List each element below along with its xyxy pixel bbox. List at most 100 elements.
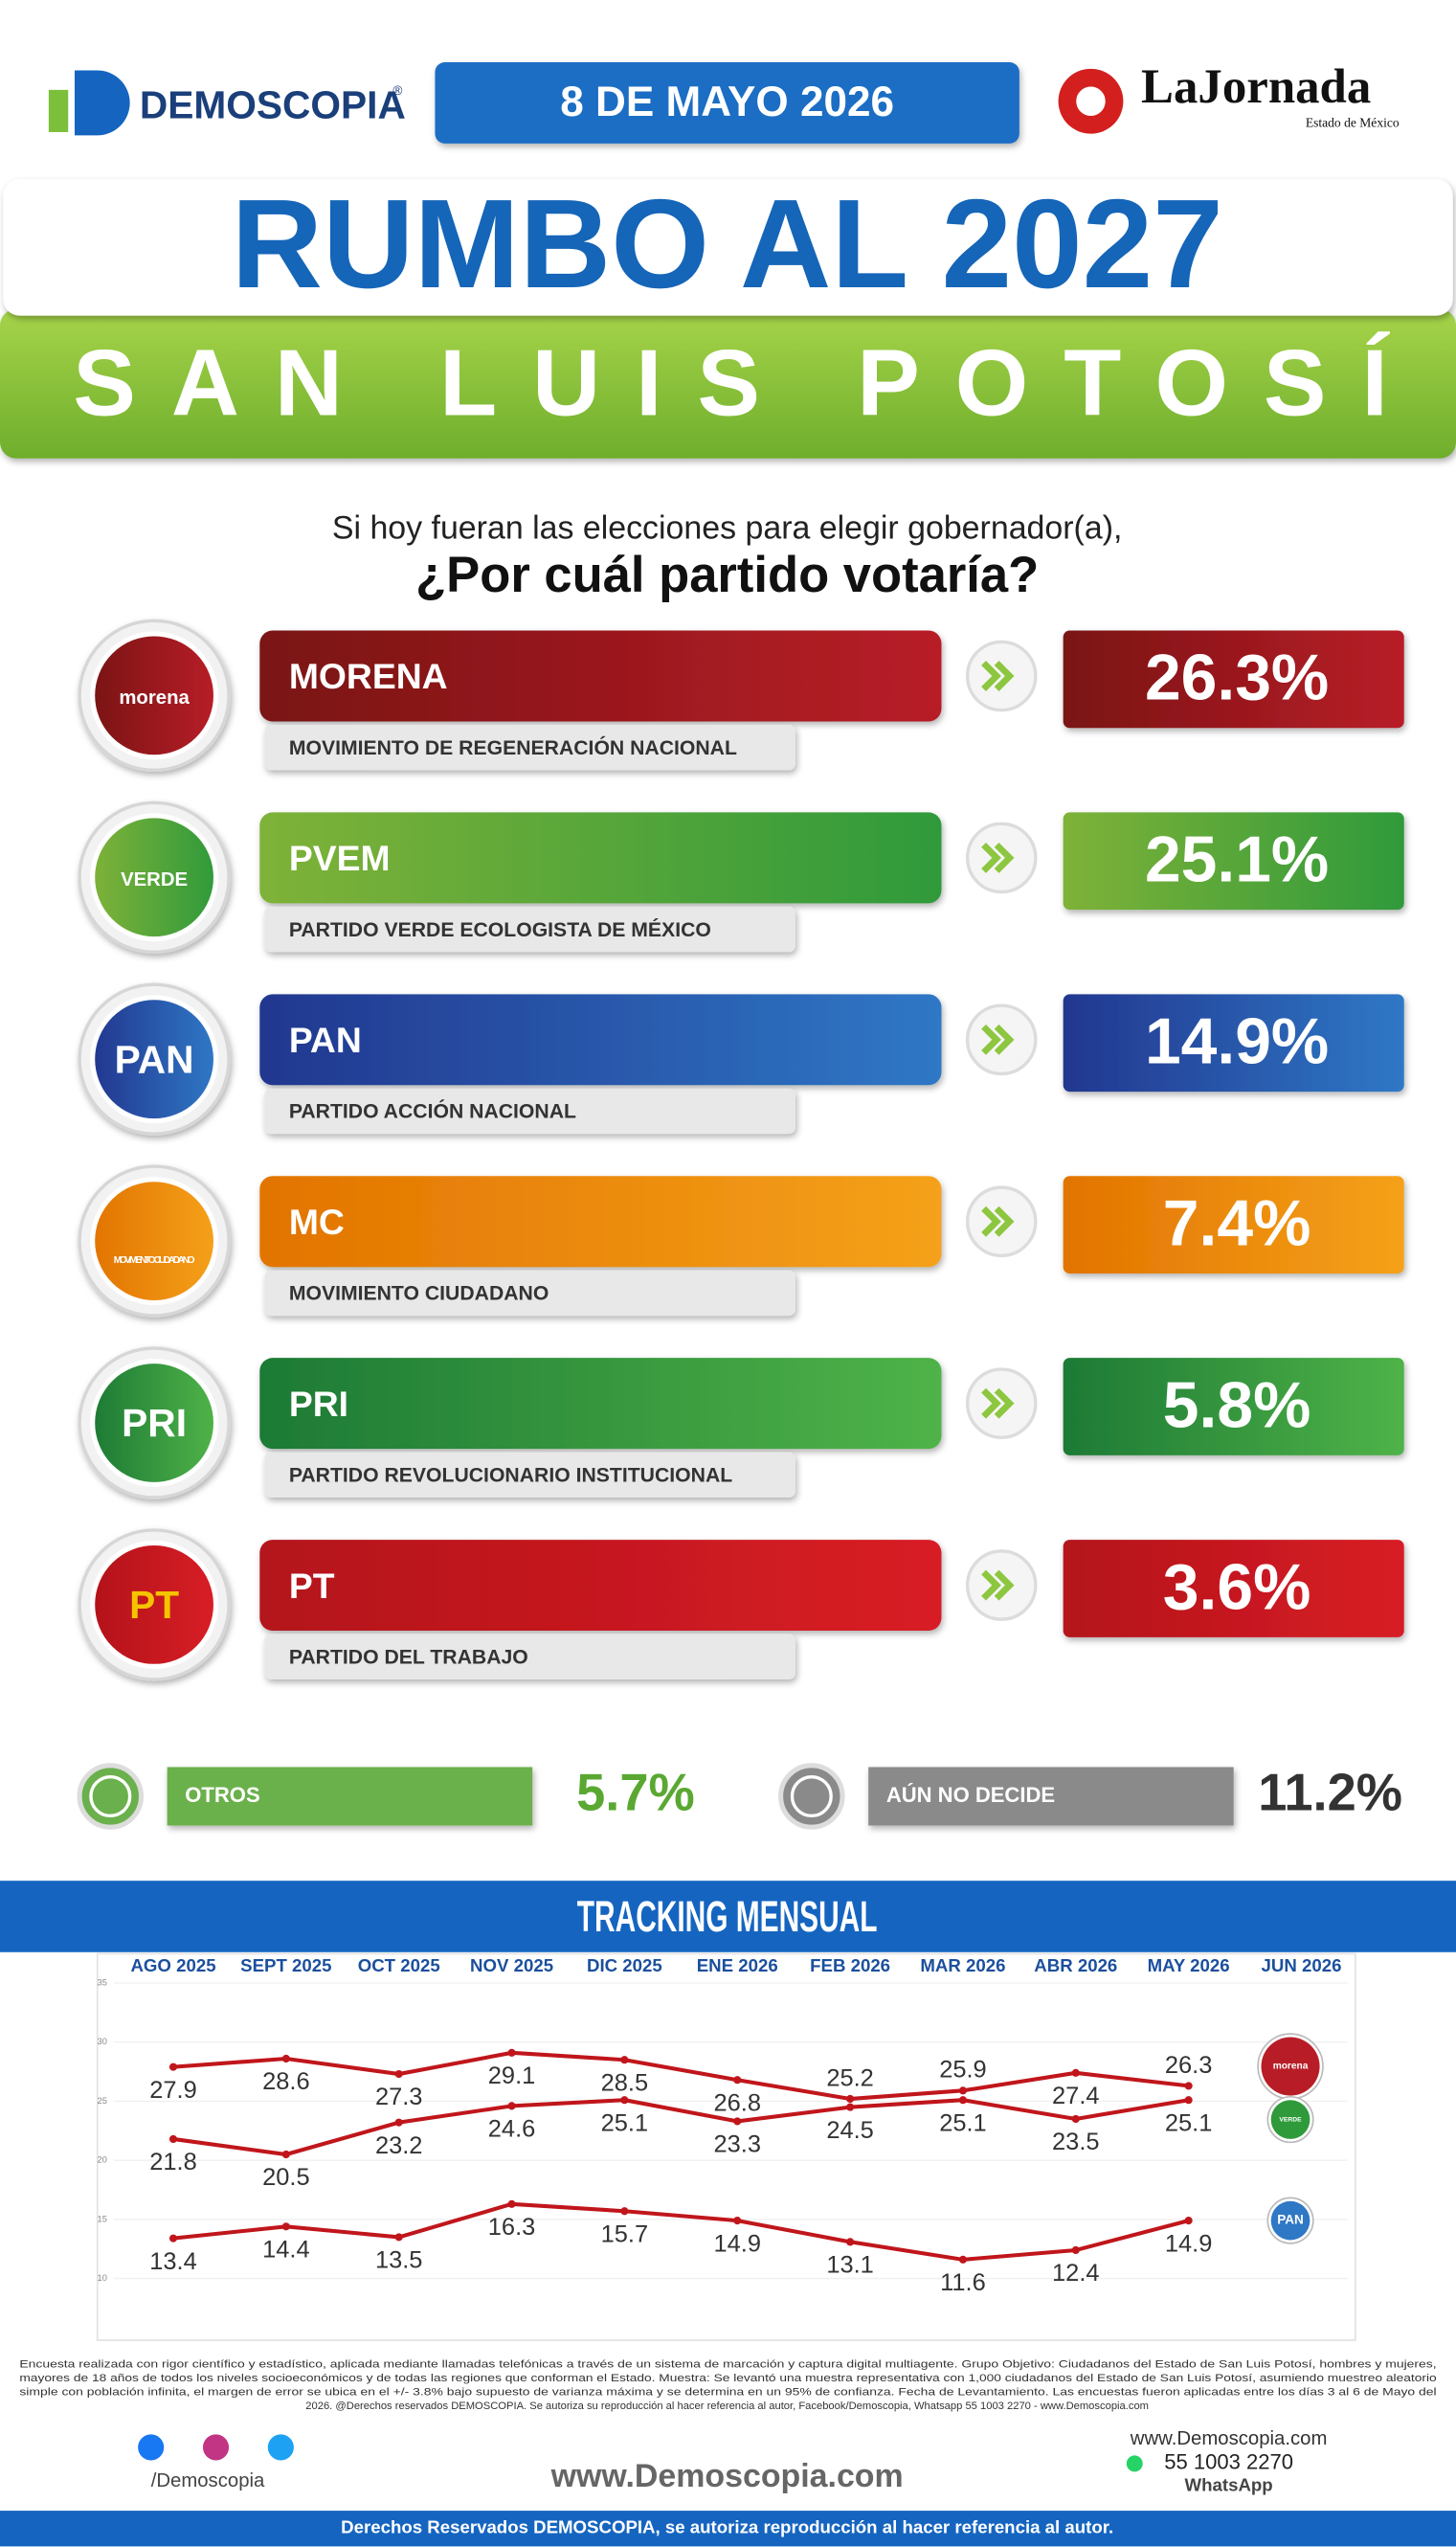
brand-name: DEMOSCOPIA	[140, 82, 406, 126]
arrow-chevron	[981, 661, 1001, 691]
x-tick-label: AGO 2025	[130, 1955, 215, 1975]
data-label: 28.5	[601, 2069, 648, 2096]
party-percent: 26.3%	[1145, 642, 1329, 714]
y-tick-label: 15	[98, 2214, 107, 2223]
facebook-icon	[138, 2434, 165, 2461]
percent-box	[1063, 812, 1404, 911]
website: www.Demoscopia.com	[550, 2458, 904, 2494]
logo-d	[75, 70, 130, 136]
arrow-circle	[965, 1185, 1038, 1258]
point	[846, 2094, 855, 2104]
question-line2: ¿Por cuál partido votaría?	[415, 547, 1039, 603]
arrow-chevron	[994, 1206, 1015, 1237]
date: 8 DE MAYO 2026	[560, 79, 894, 125]
rights-bar	[0, 2511, 1456, 2547]
arrow-chevron	[981, 1569, 1001, 1601]
twitter-icon	[267, 2434, 294, 2461]
arrow-chevron	[994, 1569, 1015, 1601]
brand-logo: DEMOSCOPIA ®	[48, 70, 406, 136]
arrow-circle	[965, 822, 1038, 894]
data-label: 27.4	[1052, 2083, 1099, 2109]
party-full-name: PARTIDO VERDE ECOLOGISTA DE MÉXICO	[289, 917, 711, 941]
data-label: 13.5	[375, 2247, 422, 2274]
x-tick-label: MAR 2026	[920, 1955, 1005, 1975]
arrow-chevron	[981, 842, 1001, 873]
others-icon	[77, 1763, 145, 1830]
series-logo	[1270, 2200, 1310, 2241]
data-label: 15.7	[601, 2220, 648, 2247]
x-tick-label: OCT 2025	[358, 1955, 440, 1975]
point	[507, 2048, 516, 2057]
point	[958, 2255, 968, 2264]
party-logo-text: PT	[129, 1583, 179, 1627]
party-name: PT	[289, 1566, 335, 1606]
point	[281, 2150, 290, 2159]
data-label: 25.2	[826, 2064, 873, 2091]
point	[958, 2086, 968, 2095]
party-percent: 5.8%	[1163, 1369, 1311, 1441]
data-label: 29.1	[488, 2062, 535, 2089]
arrow-chevron	[994, 1387, 1015, 1419]
note-line: 2026. @Derechos reservados DEMOSCOPIA. S…	[305, 2400, 1149, 2412]
data-label: 21.8	[149, 2149, 196, 2175]
others-label: OTROS	[185, 1783, 259, 1807]
chart-title: TRACKING MENSUAL	[577, 1892, 878, 1941]
data-label: 16.3	[488, 2214, 535, 2241]
data-label: 25.9	[939, 2057, 986, 2084]
party-name-bar	[259, 1176, 942, 1268]
data-label: 26.8	[714, 2089, 761, 2116]
party-logo-text: PAN	[115, 1037, 194, 1081]
tracking-band	[0, 1881, 1456, 1952]
data-label: 23.3	[714, 2131, 761, 2158]
question-line1: Si hoy fueran las elecciones para elegir…	[332, 509, 1123, 546]
party-full-name-bar	[264, 1452, 795, 1498]
party-full-name: MOVIMIENTO DE REGENERACIÓN NACIONAL	[289, 735, 737, 759]
party-logo-text: VERDE	[121, 869, 188, 890]
point	[168, 2234, 178, 2243]
arrow-chevron	[994, 842, 1015, 873]
partner-sub: Estado de México	[1306, 116, 1400, 130]
series-line	[172, 2098, 1189, 2157]
party-logo-text: morena	[119, 687, 190, 709]
party-full-name: MOVIMIENTO CIUDADANO	[289, 1283, 549, 1305]
note-line: simple con población infinita, el margen…	[19, 2387, 1436, 2399]
point	[168, 2134, 178, 2144]
point	[1184, 2096, 1193, 2105]
legend-label: morena	[1273, 2062, 1309, 2072]
point	[1071, 2114, 1080, 2124]
party-name-bar	[259, 812, 942, 904]
party-logo	[90, 1359, 219, 1487]
party-logo-text: PRI	[122, 1401, 187, 1445]
series-line	[172, 2050, 1189, 2102]
party-full-name: PARTIDO ACCIÓN NACIONAL	[289, 1099, 576, 1123]
others-bar	[167, 1767, 533, 1826]
x-tick-label: ENE 2026	[697, 1955, 778, 1975]
x-tick-label: NOV 2025	[470, 1955, 553, 1975]
arrow-circle	[965, 1367, 1038, 1439]
social-handle: /Demoscopia	[151, 2470, 265, 2491]
point	[394, 2069, 403, 2079]
title-box	[3, 179, 1453, 316]
point	[733, 2076, 742, 2085]
x-tick-label: ABR 2026	[1034, 1955, 1117, 1975]
y-tick-label: 35	[98, 1977, 107, 1987]
arrow-chevron	[981, 1206, 1001, 1237]
others-icon-inner	[790, 1774, 833, 1818]
others-percent: 5.7%	[576, 1764, 695, 1821]
party-logo	[90, 813, 219, 942]
point	[846, 2103, 855, 2111]
x-tick-label: JUN 2026	[1262, 1955, 1342, 1975]
party-percent: 14.9%	[1145, 1006, 1329, 1078]
data-label: 14.9	[714, 2230, 761, 2257]
point	[846, 2238, 855, 2246]
y-tick-label: 25	[98, 2096, 107, 2106]
partner-icon-inner	[1076, 86, 1106, 116]
note-line: Encuesta realizada con rigor científico …	[19, 2358, 1436, 2370]
party-name-bar	[259, 1540, 942, 1632]
arrow-circle	[965, 640, 1038, 712]
percent-box	[1063, 994, 1404, 1093]
x-tick-label: SEPT 2025	[240, 1955, 331, 1975]
